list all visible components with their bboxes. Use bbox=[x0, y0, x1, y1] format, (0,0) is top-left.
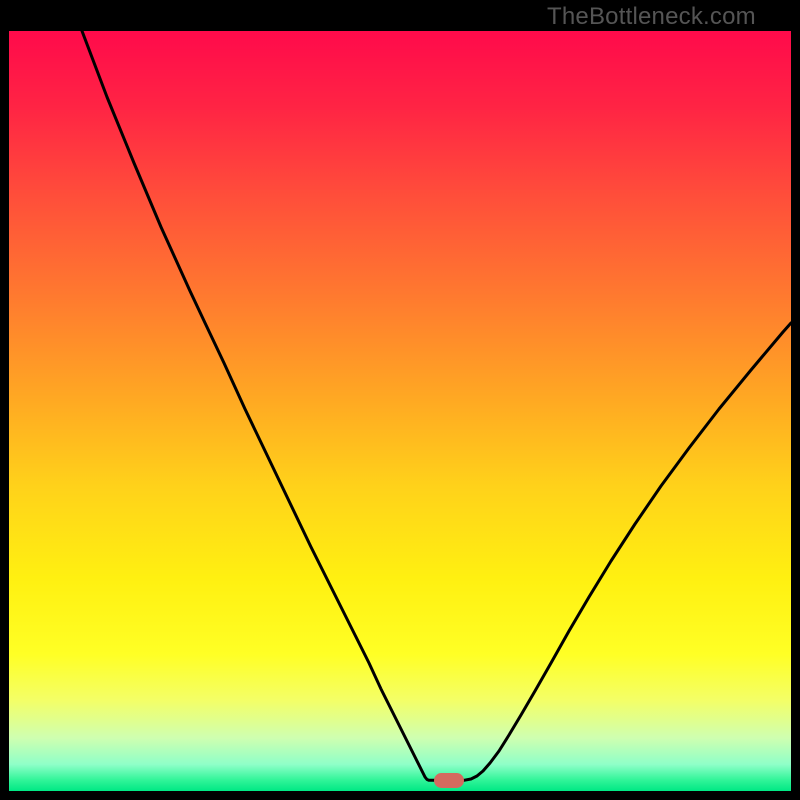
bottleneck-curve bbox=[9, 31, 791, 791]
plot-area bbox=[9, 31, 791, 791]
watermark-text: TheBottleneck.com bbox=[547, 3, 756, 31]
optimal-point-marker bbox=[434, 773, 464, 788]
